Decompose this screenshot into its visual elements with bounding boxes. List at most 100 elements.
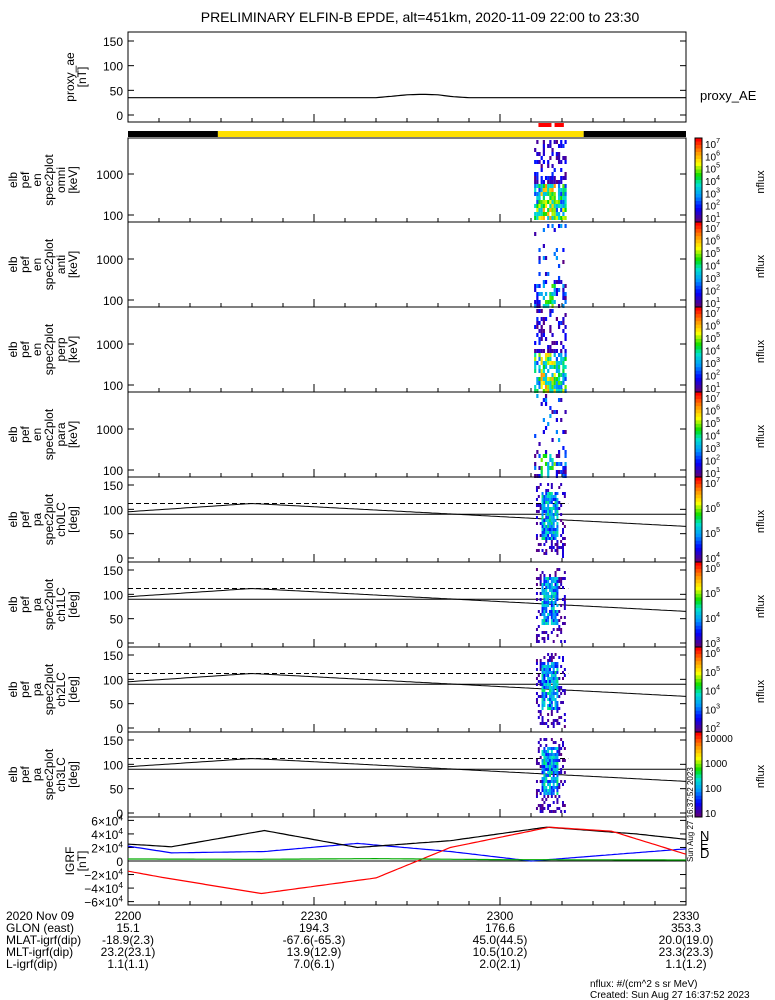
spectrogram-cell: [548, 668, 551, 671]
spectrogram-cell: [564, 474, 567, 478]
spectrogram-cell: [547, 756, 550, 759]
spectrogram-cell: [547, 466, 550, 470]
spectrogram-cell: [551, 462, 554, 466]
spectrogram-cell: [564, 140, 567, 144]
igrf-series-E: [127, 826, 687, 849]
spectrogram-cell: [536, 140, 539, 144]
spectrogram-cell: [539, 543, 542, 546]
spectrogram-cell: [563, 577, 566, 580]
spectrogram-cell: [557, 377, 561, 381]
spectrogram-cell: [543, 607, 546, 610]
spectrogram-cell: [543, 701, 546, 704]
spectrogram-cell: [548, 756, 551, 759]
spectrogram-cell: [556, 531, 559, 534]
spectrogram-cell: [555, 180, 558, 184]
igrf-series-D: [127, 826, 687, 895]
spectrogram-cell: [554, 810, 557, 813]
colorbar-segment: [695, 416, 702, 421]
spectrogram-cell: [551, 377, 554, 381]
colorbar-tick-label: 106: [705, 502, 720, 515]
spectrogram-cell: [556, 546, 559, 549]
spectrogram-cell: [539, 738, 542, 741]
colorbar-segment: [695, 289, 702, 294]
spectrogram-cell: [543, 631, 546, 634]
spectrogram-cell: [554, 598, 557, 601]
spectrogram-cell: [555, 377, 558, 381]
spectrogram-cell: [557, 204, 561, 208]
spectrogram-cell: [556, 534, 559, 537]
spectrogram-cell: [545, 692, 548, 695]
spectrogram-cell: [547, 534, 550, 537]
colorbar-tick-label: 10000: [705, 734, 733, 745]
spectrogram-cell: [557, 438, 561, 442]
spectrogram-cells: [534, 394, 567, 478]
spectrogram-cell: [549, 204, 552, 208]
spectrogram-cell: [554, 719, 557, 722]
spectrogram-cell: [538, 365, 541, 369]
colorbar-segment: [695, 197, 702, 202]
spectrogram-cell: [553, 373, 556, 377]
loss-cone-line: [127, 587, 687, 612]
spectrogram-cell: [550, 549, 553, 552]
spectrogram-cell: [547, 474, 550, 478]
spectrogram-cell: [550, 689, 553, 692]
colorbar-segment: [695, 572, 702, 577]
spectrogram-cell: [560, 462, 563, 466]
spectrogram-cell: [557, 373, 561, 377]
colorbar-tick-label: 106: [705, 320, 720, 333]
spectrogram-cell: [564, 216, 567, 220]
colorbar-segment: [695, 292, 702, 297]
spectrogram-cell: [535, 780, 538, 783]
spectrogram-cell: [552, 786, 555, 789]
spectrogram-cell: [564, 373, 567, 377]
footer-value: 20.0(19.0): [659, 933, 714, 947]
spectrogram-cell: [540, 292, 543, 296]
y-axis-label: anti: [54, 255, 68, 274]
spectrogram-cell: [541, 671, 544, 674]
status-segment-0: [128, 131, 218, 137]
spectrogram-cell: [539, 522, 542, 525]
spectrogram-cell: [562, 783, 564, 786]
spectrogram-cell: [543, 692, 546, 695]
spectrogram-cell: [542, 192, 545, 196]
spectrogram-cell: [552, 525, 555, 528]
spectrogram-cell: [551, 296, 554, 300]
spectrogram-cell: [534, 341, 537, 345]
spectrogram-cell: [544, 389, 548, 393]
spectrogram-cell: [536, 300, 539, 304]
spectrogram-cell: [554, 698, 557, 701]
spectrogram-cell: [556, 807, 559, 810]
spectrogram-cell: [543, 677, 546, 680]
spectrogram-cell: [544, 292, 548, 296]
colorbar-tick-label: 105: [705, 527, 720, 540]
spectrogram-cell: [535, 692, 538, 695]
spectrogram-cell: [535, 662, 538, 665]
spectrogram-cell: [547, 212, 550, 216]
spectrogram-cell: [556, 719, 559, 722]
spectrogram-cell: [543, 622, 546, 625]
colorbar-tick-label: 100: [705, 784, 722, 795]
spectrogram-cell: [541, 668, 544, 671]
y-axis-label: omni: [54, 167, 68, 193]
spectrogram-cell: [547, 504, 550, 507]
spectrogram-cell: [543, 801, 546, 804]
spectrogram-cell: [547, 389, 550, 393]
spectrogram-cell: [548, 783, 551, 786]
spectrogram-cell: [550, 771, 553, 774]
spectrogram-cell: [548, 601, 551, 604]
spectrogram-cell: [548, 789, 551, 792]
status-segment-2: [583, 131, 686, 137]
spectrogram-cell: [534, 462, 537, 466]
spectrogram-cell: [560, 280, 563, 284]
spectrogram-cell: [539, 683, 542, 686]
spectrogram-cell: [548, 546, 551, 549]
spectrogram-cell: [548, 698, 551, 701]
spectrogram-cell: [538, 357, 541, 361]
spectrogram-cell: [550, 540, 553, 543]
spectrogram-cell: [552, 671, 555, 674]
spectrogram-cell: [539, 807, 542, 810]
spectrogram-cell: [540, 208, 543, 212]
spectrogram-cell: [555, 212, 558, 216]
spectrogram-cell: [535, 549, 538, 552]
